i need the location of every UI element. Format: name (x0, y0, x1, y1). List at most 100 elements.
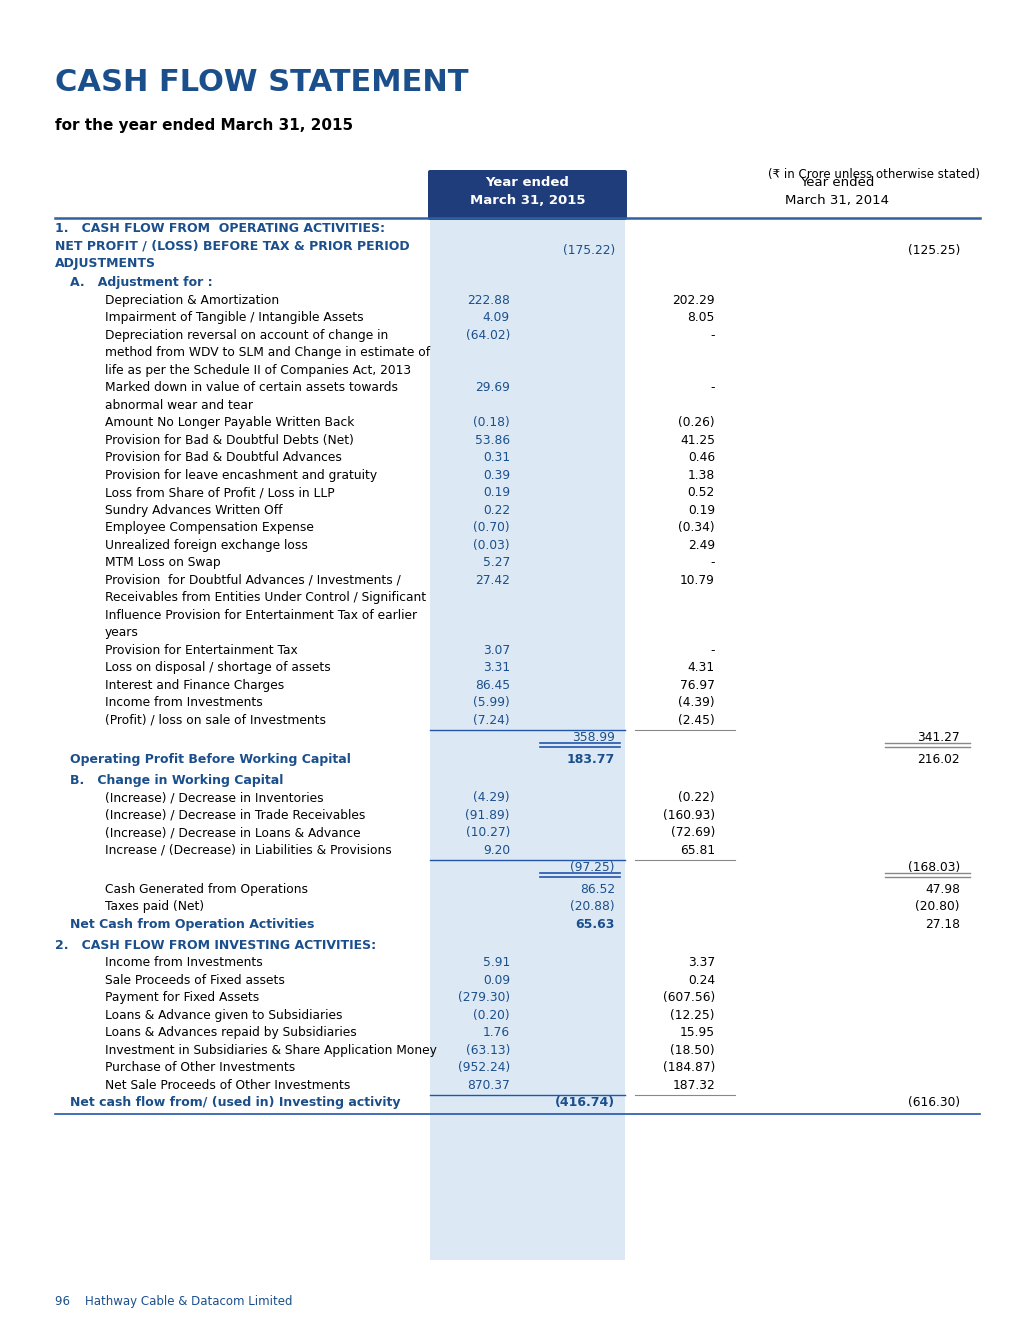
Text: 47.98: 47.98 (924, 883, 959, 896)
Text: Loans & Advances repaid by Subsidiaries: Loans & Advances repaid by Subsidiaries (105, 1026, 357, 1039)
Text: Provision for Entertainment Tax: Provision for Entertainment Tax (105, 644, 298, 657)
Text: -: - (710, 644, 714, 657)
Text: for the year ended March 31, 2015: for the year ended March 31, 2015 (55, 117, 353, 133)
Text: 222.88: 222.88 (467, 294, 510, 306)
Text: (Profit) / loss on sale of Investments: (Profit) / loss on sale of Investments (105, 714, 326, 727)
Text: (Increase) / Decrease in Trade Receivables: (Increase) / Decrease in Trade Receivabl… (105, 809, 365, 822)
Text: NET PROFIT / (LOSS) BEFORE TAX & PRIOR PERIOD: NET PROFIT / (LOSS) BEFORE TAX & PRIOR P… (55, 239, 410, 252)
Text: Net Sale Proceeds of Other Investments: Net Sale Proceeds of Other Investments (105, 1078, 351, 1092)
Text: 0.39: 0.39 (482, 469, 510, 482)
Text: Depreciation reversal on account of change in: Depreciation reversal on account of chan… (105, 329, 388, 342)
Text: 1.76: 1.76 (482, 1026, 510, 1039)
Text: 27.42: 27.42 (475, 574, 510, 587)
Text: MTM Loss on Swap: MTM Loss on Swap (105, 556, 220, 569)
Text: 5.27: 5.27 (482, 556, 510, 569)
Text: 96    Hathway Cable & Datacom Limited: 96 Hathway Cable & Datacom Limited (55, 1295, 292, 1308)
Text: Increase / (Decrease) in Liabilities & Provisions: Increase / (Decrease) in Liabilities & P… (105, 843, 391, 857)
Text: years: years (105, 626, 139, 639)
Text: (63.13): (63.13) (465, 1044, 510, 1057)
Text: Net cash flow from/ (used in) Investing activity: Net cash flow from/ (used in) Investing … (70, 1096, 400, 1109)
Text: Receivables from Entities Under Control / Significant: Receivables from Entities Under Control … (105, 591, 426, 605)
Text: 9.20: 9.20 (482, 843, 510, 857)
Text: (0.26): (0.26) (678, 416, 714, 429)
Text: 0.09: 0.09 (482, 974, 510, 987)
Text: (7.24): (7.24) (473, 714, 510, 727)
Text: 10.79: 10.79 (680, 574, 714, 587)
Text: 4.31: 4.31 (687, 661, 714, 675)
Text: 0.22: 0.22 (482, 504, 510, 516)
Text: Loss from Share of Profit / Loss in LLP: Loss from Share of Profit / Loss in LLP (105, 486, 334, 499)
Text: (Increase) / Decrease in Loans & Advance: (Increase) / Decrease in Loans & Advance (105, 826, 361, 840)
Text: (2.45): (2.45) (678, 714, 714, 727)
Text: 216.02: 216.02 (916, 752, 959, 766)
Text: (Increase) / Decrease in Inventories: (Increase) / Decrease in Inventories (105, 791, 323, 804)
Text: Cash Generated from Operations: Cash Generated from Operations (105, 883, 308, 896)
Text: 27.18: 27.18 (924, 917, 959, 931)
Text: Sundry Advances Written Off: Sundry Advances Written Off (105, 504, 282, 516)
Text: (0.18): (0.18) (473, 416, 510, 429)
Text: (20.80): (20.80) (915, 900, 959, 913)
Text: (4.39): (4.39) (678, 696, 714, 709)
Text: (616.30): (616.30) (907, 1096, 959, 1109)
Text: (416.74): (416.74) (554, 1096, 614, 1109)
Text: 1.38: 1.38 (687, 469, 714, 482)
Text: Payment for Fixed Assets: Payment for Fixed Assets (105, 991, 259, 1005)
Text: 65.81: 65.81 (680, 843, 714, 857)
Text: Unrealized foreign exchange loss: Unrealized foreign exchange loss (105, 539, 308, 552)
Text: 86.45: 86.45 (475, 678, 510, 692)
Text: (175.22): (175.22) (562, 244, 614, 257)
Text: (184.87): (184.87) (662, 1061, 714, 1074)
Text: 0.46: 0.46 (687, 451, 714, 465)
Text: (₹ in Crore unless otherwise stated): (₹ in Crore unless otherwise stated) (767, 168, 979, 181)
Text: (12.25): (12.25) (669, 1008, 714, 1022)
Text: (4.29): (4.29) (473, 791, 510, 804)
Text: (168.03): (168.03) (907, 861, 959, 874)
Text: 5.91: 5.91 (482, 956, 510, 969)
Text: (0.03): (0.03) (473, 539, 510, 552)
Text: abnormal wear and tear: abnormal wear and tear (105, 399, 253, 412)
Text: (0.70): (0.70) (473, 521, 510, 535)
Text: 65.63: 65.63 (575, 917, 614, 931)
Text: (10.27): (10.27) (465, 826, 510, 840)
Text: Employee Compensation Expense: Employee Compensation Expense (105, 521, 314, 535)
Text: 0.52: 0.52 (687, 486, 714, 499)
Text: 0.24: 0.24 (687, 974, 714, 987)
Text: CASH FLOW STATEMENT: CASH FLOW STATEMENT (55, 69, 468, 96)
Text: Provision for Bad & Doubtful Debts (Net): Provision for Bad & Doubtful Debts (Net) (105, 434, 354, 446)
Text: (160.93): (160.93) (662, 809, 714, 822)
Text: 187.32: 187.32 (672, 1078, 714, 1092)
Text: Provision for Bad & Doubtful Advances: Provision for Bad & Doubtful Advances (105, 451, 341, 465)
Text: 870.37: 870.37 (467, 1078, 510, 1092)
Text: Income from Investments: Income from Investments (105, 696, 263, 709)
Text: (20.88): (20.88) (570, 900, 614, 913)
Text: 0.19: 0.19 (687, 504, 714, 516)
Text: 3.37: 3.37 (687, 956, 714, 969)
Text: Loss on disposal / shortage of assets: Loss on disposal / shortage of assets (105, 661, 330, 675)
Text: Sale Proceeds of Fixed assets: Sale Proceeds of Fixed assets (105, 974, 284, 987)
Text: 3.07: 3.07 (482, 644, 510, 657)
Text: A.   Adjustment for :: A. Adjustment for : (70, 276, 212, 289)
Text: 341.27: 341.27 (916, 731, 959, 744)
Text: 4.09: 4.09 (482, 312, 510, 325)
Text: Purchase of Other Investments: Purchase of Other Investments (105, 1061, 294, 1074)
Text: (125.25): (125.25) (907, 244, 959, 257)
Text: (0.20): (0.20) (473, 1008, 510, 1022)
Text: Marked down in value of certain assets towards: Marked down in value of certain assets t… (105, 381, 397, 395)
Text: Year ended
March 31, 2014: Year ended March 31, 2014 (785, 176, 889, 207)
Text: (607.56): (607.56) (662, 991, 714, 1005)
Text: (97.25): (97.25) (570, 861, 614, 874)
Text: -: - (710, 381, 714, 395)
Text: Income from Investments: Income from Investments (105, 956, 263, 969)
Text: Impairment of Tangible / Intangible Assets: Impairment of Tangible / Intangible Asse… (105, 312, 363, 325)
Text: Investment in Subsidiaries & Share Application Money: Investment in Subsidiaries & Share Appli… (105, 1044, 436, 1057)
Text: 0.31: 0.31 (482, 451, 510, 465)
Text: (64.02): (64.02) (465, 329, 510, 342)
Text: B.   Change in Working Capital: B. Change in Working Capital (70, 774, 283, 787)
Text: (18.50): (18.50) (669, 1044, 714, 1057)
Text: (0.22): (0.22) (678, 791, 714, 804)
Text: 8.05: 8.05 (687, 312, 714, 325)
Text: method from WDV to SLM and Change in estimate of: method from WDV to SLM and Change in est… (105, 346, 430, 359)
Text: (5.99): (5.99) (473, 696, 510, 709)
Text: Interest and Finance Charges: Interest and Finance Charges (105, 678, 284, 692)
Text: (0.34): (0.34) (678, 521, 714, 535)
